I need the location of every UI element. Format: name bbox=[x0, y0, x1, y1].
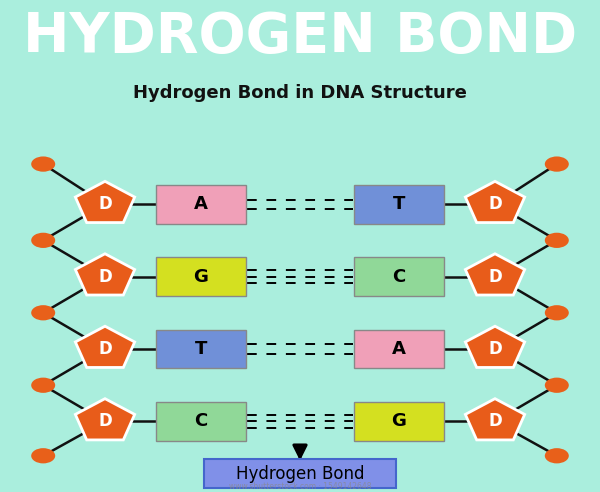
Text: D: D bbox=[98, 412, 112, 430]
FancyBboxPatch shape bbox=[354, 402, 444, 441]
Text: D: D bbox=[98, 340, 112, 358]
Polygon shape bbox=[466, 182, 524, 222]
Circle shape bbox=[31, 233, 55, 248]
Polygon shape bbox=[466, 326, 524, 368]
Circle shape bbox=[545, 448, 569, 463]
Text: D: D bbox=[98, 268, 112, 285]
Text: A: A bbox=[392, 340, 406, 358]
Polygon shape bbox=[76, 399, 134, 440]
Circle shape bbox=[31, 156, 55, 172]
FancyBboxPatch shape bbox=[204, 460, 396, 488]
Polygon shape bbox=[76, 254, 134, 295]
Polygon shape bbox=[466, 254, 524, 295]
Text: www.shutterstock.com · 1549142648: www.shutterstock.com · 1549142648 bbox=[229, 482, 371, 491]
Text: C: C bbox=[392, 268, 406, 285]
FancyBboxPatch shape bbox=[156, 184, 246, 223]
Text: D: D bbox=[488, 340, 502, 358]
Text: D: D bbox=[98, 195, 112, 213]
Circle shape bbox=[545, 233, 569, 248]
Polygon shape bbox=[76, 326, 134, 368]
Circle shape bbox=[31, 305, 55, 320]
FancyBboxPatch shape bbox=[156, 257, 246, 296]
FancyBboxPatch shape bbox=[354, 184, 444, 223]
Text: A: A bbox=[194, 195, 208, 213]
Text: D: D bbox=[488, 195, 502, 213]
FancyBboxPatch shape bbox=[156, 330, 246, 369]
FancyBboxPatch shape bbox=[354, 257, 444, 296]
Circle shape bbox=[31, 378, 55, 393]
Text: G: G bbox=[194, 268, 208, 285]
Polygon shape bbox=[76, 182, 134, 222]
Text: C: C bbox=[194, 412, 208, 430]
Text: G: G bbox=[392, 412, 406, 430]
Text: Hydrogen Bond in DNA Structure: Hydrogen Bond in DNA Structure bbox=[133, 85, 467, 102]
Circle shape bbox=[545, 305, 569, 320]
Text: T: T bbox=[393, 195, 405, 213]
Text: Hydrogen Bond: Hydrogen Bond bbox=[236, 465, 364, 483]
Polygon shape bbox=[466, 399, 524, 440]
Circle shape bbox=[31, 448, 55, 463]
Text: T: T bbox=[195, 340, 207, 358]
FancyBboxPatch shape bbox=[156, 402, 246, 441]
Text: D: D bbox=[488, 412, 502, 430]
FancyBboxPatch shape bbox=[354, 330, 444, 369]
Text: D: D bbox=[488, 268, 502, 285]
Text: HYDROGEN BOND: HYDROGEN BOND bbox=[23, 10, 577, 63]
Circle shape bbox=[545, 378, 569, 393]
Circle shape bbox=[545, 156, 569, 172]
